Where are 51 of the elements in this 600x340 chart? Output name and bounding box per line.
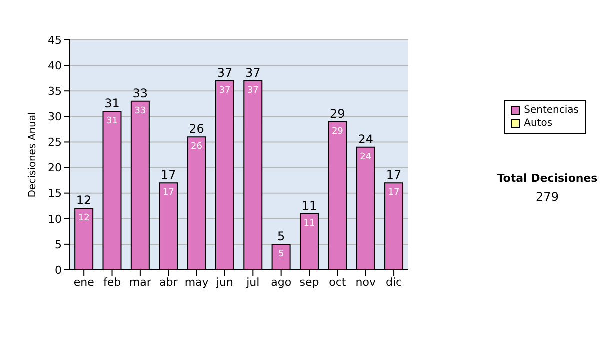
data-label: 26 — [191, 142, 203, 152]
y-tick-label: 15 — [48, 187, 62, 200]
data-label: 24 — [360, 152, 372, 162]
data-label: 5 — [278, 249, 284, 260]
x-tick-label: oct — [329, 276, 347, 289]
data-label: 12 — [78, 214, 90, 224]
x-tick-label: feb — [103, 276, 122, 289]
x-tick-label: ago — [271, 276, 292, 289]
y-tick-label: 40 — [48, 59, 62, 72]
y-tick-label: 30 — [48, 110, 62, 124]
text: Total Decisiones — [496, 172, 599, 185]
x-tick-label: abr — [159, 276, 178, 289]
data-label: 17 — [388, 188, 400, 198]
total-label: 12 — [76, 194, 92, 208]
x-tick-label: jun — [215, 276, 234, 289]
legend-label: Sentencias — [524, 104, 579, 117]
text: 279 — [535, 190, 560, 204]
x-tick-label: sep — [300, 276, 320, 289]
y-tick-label: 5 — [55, 238, 62, 252]
total-label: 33 — [132, 86, 148, 100]
y-tick-label: 20 — [48, 162, 62, 175]
total-label: 17 — [160, 168, 176, 182]
data-label: 37 — [219, 86, 231, 96]
data-label: 11 — [304, 218, 316, 229]
total-label: 37 — [245, 66, 261, 80]
total-label: 11 — [302, 198, 318, 213]
y-tick-label: 10 — [48, 212, 62, 226]
y-axis-title: Decisiones Anual — [28, 112, 39, 198]
x-tick-label: jul — [246, 276, 260, 289]
y-tick-label: 0 — [55, 264, 62, 277]
y-tick-label: 35 — [48, 85, 62, 98]
total-label: 17 — [386, 168, 402, 182]
total-label: 31 — [104, 96, 120, 111]
x-tick-label: nov — [356, 276, 376, 289]
total-label: 26 — [189, 122, 204, 136]
data-label: 17 — [162, 188, 174, 198]
total-label: 24 — [358, 132, 374, 146]
x-tick-label: dic — [386, 276, 402, 289]
x-tick-label: mar — [129, 276, 152, 289]
x-tick-label: may — [184, 276, 210, 289]
y-tick-label: 45 — [48, 34, 62, 47]
total-label: 37 — [217, 66, 233, 80]
total-label: 29 — [330, 106, 346, 121]
data-label: 31 — [106, 116, 118, 127]
data-label: 37 — [247, 86, 259, 96]
data-label: 29 — [332, 126, 344, 137]
total-label: 5 — [277, 229, 286, 244]
data-label: 33 — [134, 106, 146, 116]
y-tick-label: 25 — [48, 136, 62, 150]
x-tick-label: ene — [74, 276, 95, 289]
legend-label: Autos — [524, 117, 553, 130]
